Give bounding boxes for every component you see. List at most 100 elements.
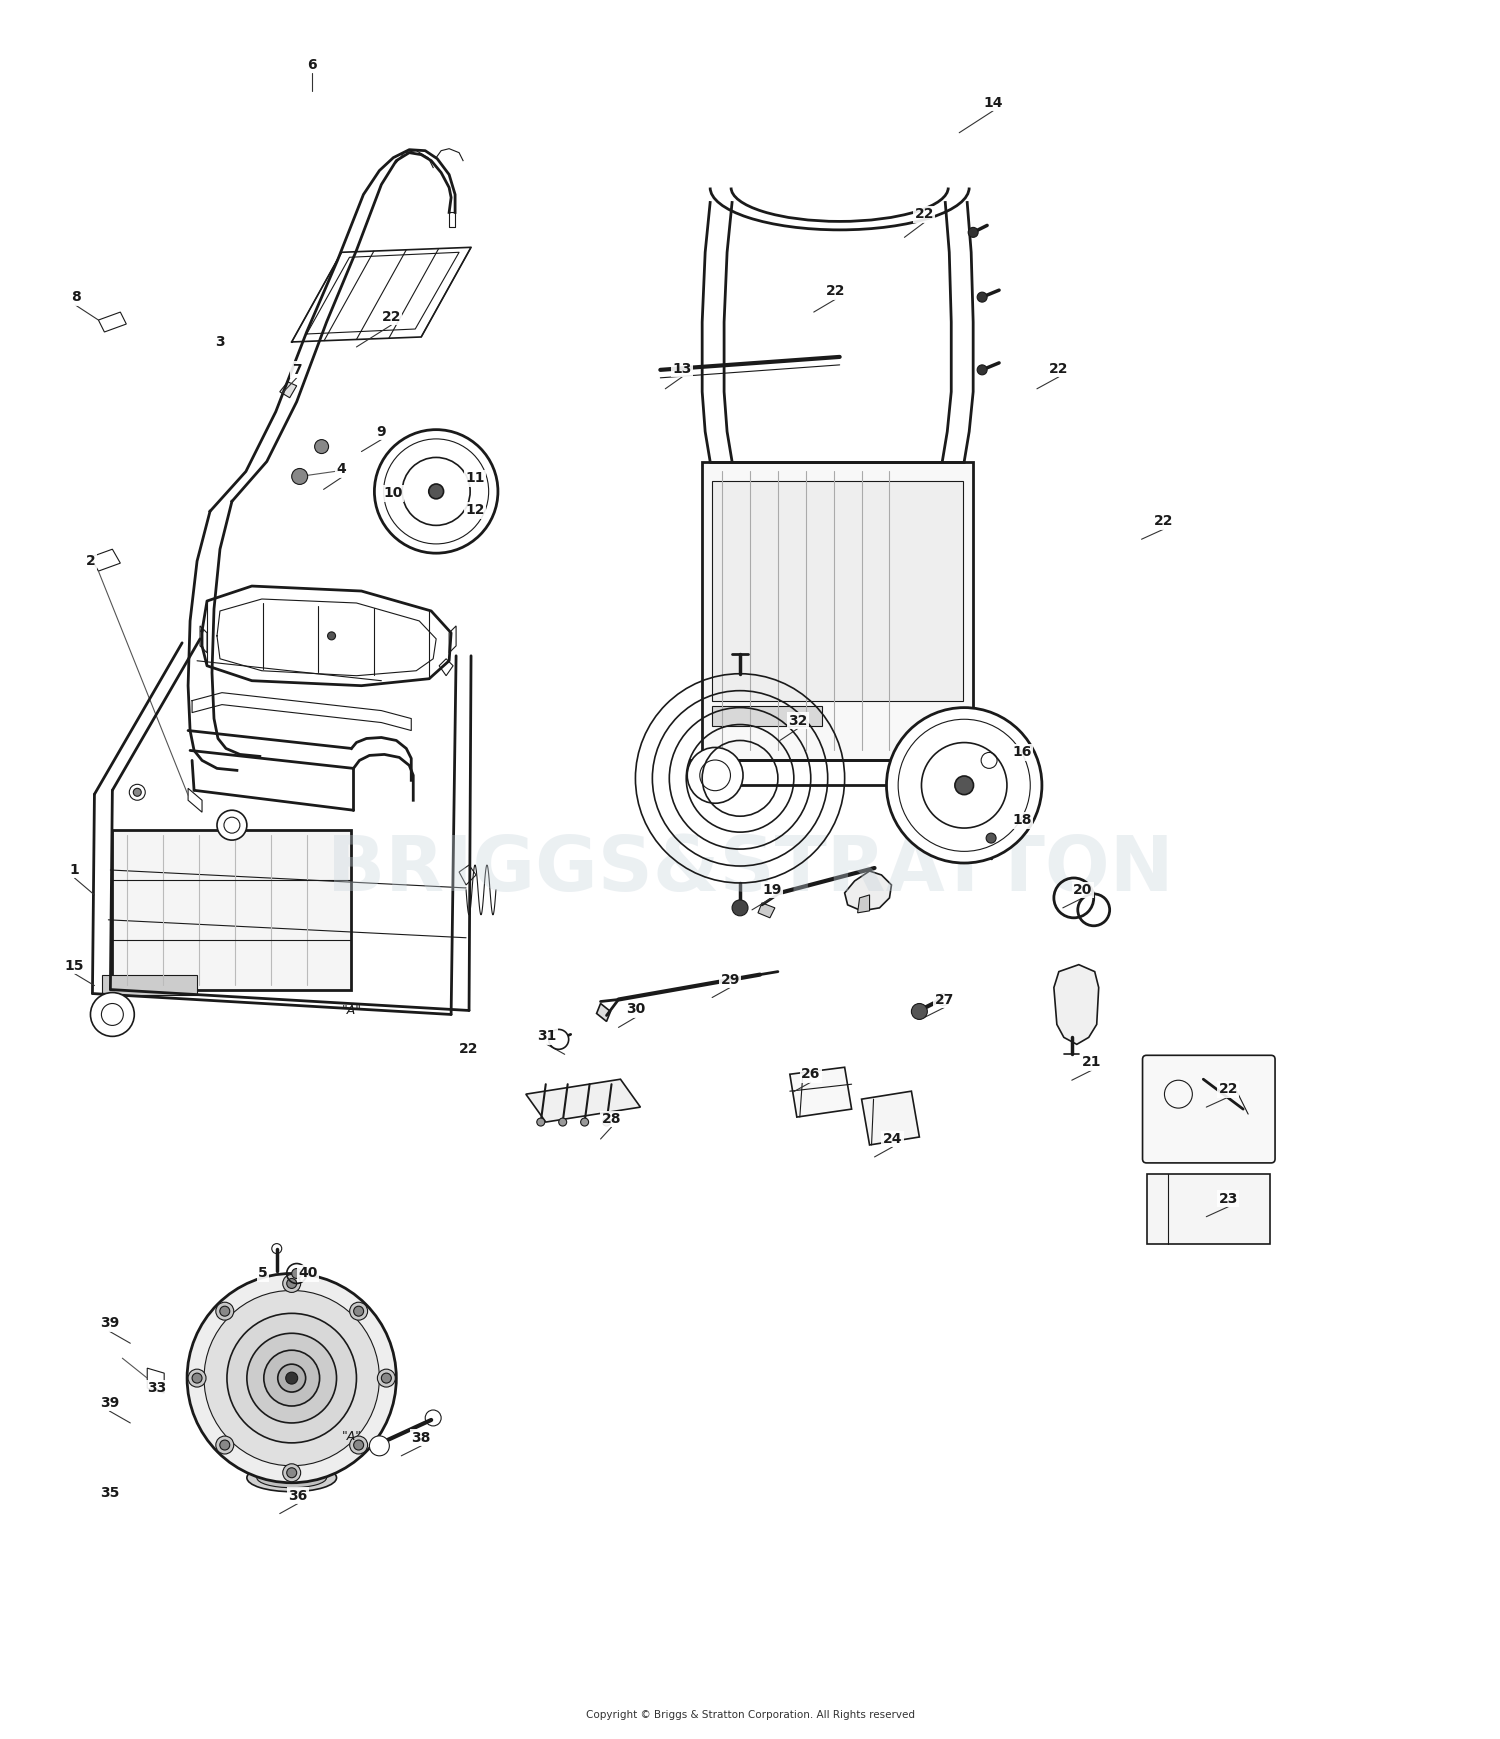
Circle shape [134, 788, 141, 796]
Polygon shape [279, 383, 297, 398]
Text: 38: 38 [411, 1431, 430, 1445]
Text: 40: 40 [298, 1266, 318, 1280]
Circle shape [291, 1268, 302, 1278]
Polygon shape [112, 830, 351, 989]
Text: 32: 32 [788, 713, 807, 727]
Circle shape [204, 1290, 380, 1466]
Polygon shape [597, 1003, 610, 1021]
Circle shape [912, 1003, 927, 1019]
Circle shape [220, 1306, 230, 1316]
Text: 2: 2 [86, 555, 96, 569]
Text: 7: 7 [292, 363, 302, 377]
Polygon shape [844, 871, 891, 911]
Text: 27: 27 [934, 993, 954, 1007]
Text: 1: 1 [69, 863, 80, 876]
Text: 35: 35 [99, 1485, 118, 1499]
Text: 10: 10 [384, 487, 404, 501]
FancyBboxPatch shape [1143, 1056, 1275, 1163]
Circle shape [537, 1118, 544, 1127]
Text: 16: 16 [1013, 746, 1032, 760]
Text: BRIGGS&STRATTON: BRIGGS&STRATTON [327, 833, 1173, 908]
Polygon shape [1146, 1174, 1270, 1243]
Circle shape [381, 1374, 392, 1383]
Text: 22: 22 [1154, 515, 1173, 529]
Circle shape [549, 1029, 568, 1049]
Circle shape [286, 1278, 297, 1289]
Circle shape [886, 708, 1042, 863]
Circle shape [580, 1118, 588, 1127]
Polygon shape [147, 1369, 164, 1393]
Circle shape [350, 1436, 368, 1454]
Text: 30: 30 [626, 1002, 645, 1017]
Text: 21: 21 [1082, 1056, 1101, 1069]
Text: 12: 12 [465, 503, 484, 516]
Text: 36: 36 [288, 1489, 308, 1502]
Text: 18: 18 [1013, 814, 1032, 828]
Polygon shape [440, 659, 453, 676]
Polygon shape [526, 1080, 640, 1122]
Circle shape [315, 440, 328, 454]
Circle shape [968, 228, 978, 237]
Text: 22: 22 [827, 283, 846, 297]
Circle shape [687, 748, 742, 803]
Polygon shape [790, 1068, 852, 1116]
Circle shape [282, 1275, 300, 1292]
Ellipse shape [256, 1468, 327, 1487]
Polygon shape [1054, 965, 1098, 1045]
Circle shape [285, 1372, 297, 1384]
Polygon shape [758, 903, 776, 918]
Text: "A": "A" [342, 1429, 362, 1443]
Polygon shape [712, 706, 822, 725]
Circle shape [956, 776, 974, 795]
Circle shape [216, 1303, 234, 1320]
Circle shape [226, 1313, 357, 1443]
Circle shape [282, 1464, 300, 1482]
Text: Copyright © Briggs & Stratton Corporation. All Rights reserved: Copyright © Briggs & Stratton Corporatio… [585, 1709, 915, 1720]
Circle shape [188, 1273, 396, 1483]
Circle shape [603, 1118, 610, 1127]
Circle shape [291, 468, 308, 485]
Circle shape [90, 993, 135, 1036]
Text: 22: 22 [1048, 362, 1068, 376]
Circle shape [220, 1440, 230, 1450]
Text: 6: 6 [308, 57, 316, 71]
Text: 4: 4 [336, 463, 346, 476]
Text: 14: 14 [984, 96, 1004, 110]
Circle shape [248, 1334, 336, 1423]
Polygon shape [861, 1090, 919, 1144]
Text: 26: 26 [801, 1068, 820, 1082]
Ellipse shape [248, 1464, 336, 1492]
Text: 20: 20 [1072, 883, 1092, 897]
Text: 39: 39 [100, 1396, 118, 1410]
Circle shape [354, 1306, 363, 1316]
Circle shape [986, 833, 996, 843]
Circle shape [217, 810, 248, 840]
Text: 22: 22 [381, 310, 400, 323]
Circle shape [286, 1468, 297, 1478]
Text: 22: 22 [1218, 1082, 1237, 1096]
Text: 9: 9 [376, 424, 386, 438]
Polygon shape [858, 896, 870, 913]
Polygon shape [102, 974, 196, 995]
Circle shape [558, 1118, 567, 1127]
Polygon shape [188, 788, 202, 812]
Text: 15: 15 [64, 958, 84, 972]
Circle shape [369, 1436, 390, 1456]
Circle shape [378, 1369, 396, 1388]
Text: 3: 3 [214, 336, 225, 350]
Text: 8: 8 [70, 290, 81, 304]
Text: 23: 23 [1218, 1191, 1237, 1205]
Circle shape [976, 292, 987, 303]
Circle shape [976, 365, 987, 376]
Polygon shape [99, 311, 126, 332]
Text: 24: 24 [882, 1132, 902, 1146]
Text: 33: 33 [147, 1381, 166, 1395]
Circle shape [188, 1369, 206, 1388]
Text: 22: 22 [459, 1042, 478, 1056]
Text: "A": "A" [342, 1005, 362, 1017]
Circle shape [375, 430, 498, 553]
Circle shape [264, 1349, 320, 1407]
Text: 31: 31 [537, 1029, 556, 1043]
Polygon shape [448, 626, 456, 652]
Circle shape [327, 631, 336, 640]
